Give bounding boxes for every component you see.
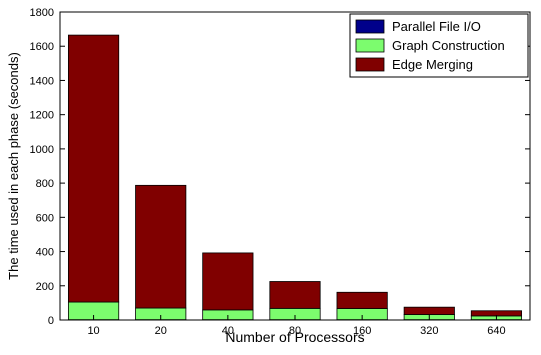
y-tick-label: 1000 — [30, 144, 54, 156]
legend-swatch — [356, 20, 384, 33]
legend-label: Graph Construction — [392, 38, 505, 53]
bar-segment — [337, 292, 387, 308]
x-tick-label: 10 — [87, 325, 99, 337]
legend-swatch — [356, 58, 384, 71]
legend-label: Edge Merging — [392, 57, 473, 72]
x-tick-label: 320 — [420, 325, 438, 337]
y-tick-label: 0 — [48, 315, 54, 327]
bar-segment — [404, 307, 454, 314]
bar-segment — [270, 282, 320, 309]
y-tick-label: 1600 — [30, 41, 54, 53]
y-tick-label: 400 — [36, 247, 54, 259]
y-tick-label: 1800 — [30, 7, 54, 19]
legend: Parallel File I/O Graph Construction Edge … — [350, 14, 528, 77]
bar-segment — [203, 253, 253, 310]
y-tick-label: 1200 — [30, 110, 54, 122]
x-tick-label: 20 — [155, 325, 167, 337]
x-tick-label: 640 — [487, 325, 505, 337]
x-axis-label: Number of Processors — [225, 329, 364, 345]
bar-segment — [68, 35, 118, 302]
legend-swatch — [356, 39, 384, 52]
legend-label: Parallel File I/O — [392, 19, 481, 34]
y-tick-label: 1400 — [30, 75, 54, 87]
y-tick-label: 200 — [36, 281, 54, 293]
y-tick-label: 600 — [36, 212, 54, 224]
bar-segment — [136, 185, 186, 308]
y-axis-label: The time used in each phase (seconds) — [6, 52, 21, 280]
y-tick-label: 800 — [36, 178, 54, 190]
